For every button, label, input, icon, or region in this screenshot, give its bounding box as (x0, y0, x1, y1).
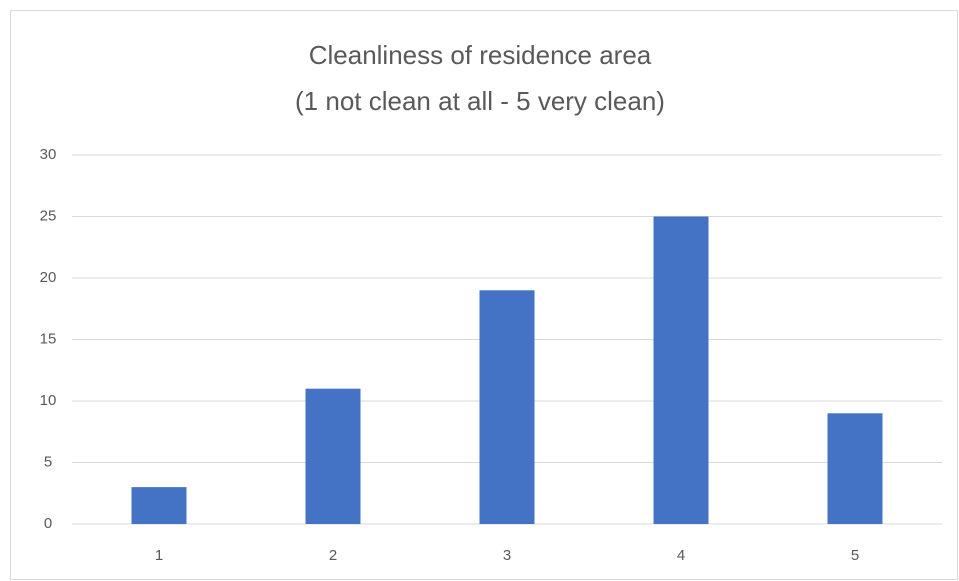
y-tick-label: 10 (40, 392, 57, 409)
x-tick-label: 4 (677, 547, 685, 564)
x-tick-label: 2 (329, 547, 337, 564)
x-tick-label: 1 (155, 547, 163, 564)
chart-subtitle: (1 not clean at all - 5 very clean) (295, 86, 665, 116)
chart-title: Cleanliness of residence area (309, 40, 652, 70)
y-tick-label: 20 (40, 269, 57, 286)
y-tick-label: 30 (40, 146, 57, 163)
x-tick-label: 3 (503, 547, 511, 564)
bar (131, 487, 187, 524)
y-tick-label: 0 (44, 515, 52, 532)
y-tick-label: 25 (40, 207, 57, 224)
bar (305, 388, 361, 524)
bar (653, 216, 709, 524)
bar (479, 290, 535, 524)
y-tick-label: 5 (44, 453, 52, 470)
bar (827, 413, 883, 524)
y-tick-label: 15 (40, 330, 57, 347)
x-tick-label: 5 (851, 547, 859, 564)
